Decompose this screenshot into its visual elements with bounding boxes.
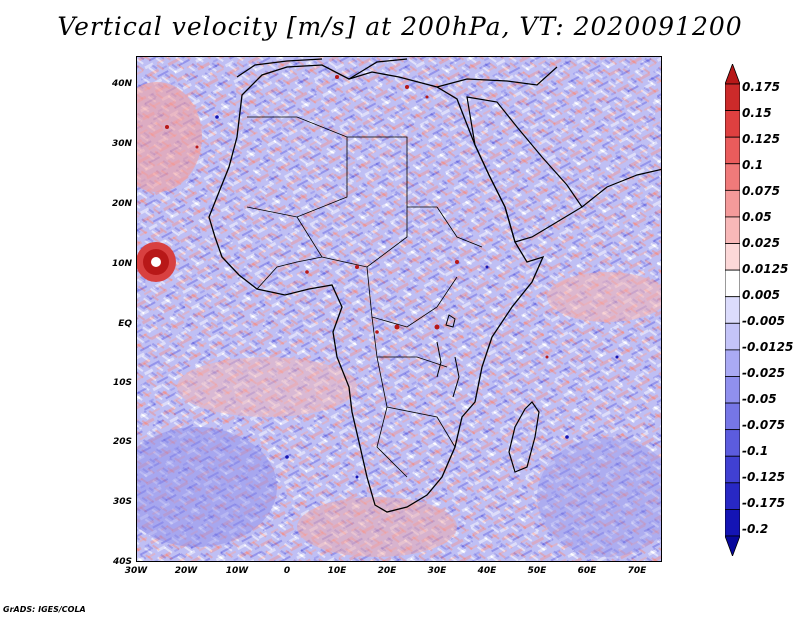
colorbar-swatch bbox=[724, 189, 741, 218]
lat-label-20n: 20N bbox=[111, 199, 132, 209]
colorbar-label-15: -0.125 bbox=[742, 470, 785, 484]
colorbar-label-3: 0.1 bbox=[742, 158, 764, 172]
colorbar-swatch bbox=[724, 163, 741, 191]
colorbar-label-9: -0.005 bbox=[742, 314, 785, 328]
colorbar-swatch bbox=[724, 322, 741, 351]
lakes bbox=[436, 314, 460, 398]
colorbar-swatch bbox=[724, 535, 741, 558]
colorbar-swatch bbox=[724, 243, 741, 271]
map-panel bbox=[136, 56, 662, 562]
colorbar-label-4: 0.075 bbox=[742, 184, 780, 198]
positive-region-south-atlantic bbox=[177, 357, 357, 417]
lon-label-20e: 20E bbox=[377, 566, 397, 576]
positive-region-atlantic-nw bbox=[137, 82, 202, 192]
colorbar-swatch bbox=[724, 83, 741, 111]
lon-label-20w: 20W bbox=[174, 566, 198, 576]
lon-label-30e: 30E bbox=[427, 566, 447, 576]
colorbar-label-0: 0.175 bbox=[742, 80, 780, 94]
lon-label-40e: 40E bbox=[477, 566, 497, 576]
colorbar-label-12: -0.05 bbox=[742, 392, 777, 406]
colorbar-swatch bbox=[724, 136, 741, 165]
colorbar-swatch bbox=[724, 216, 741, 244]
lat-label-40n: 40N bbox=[111, 79, 132, 89]
colorbar-label-17: -0.2 bbox=[742, 522, 769, 536]
negative-region-sw bbox=[137, 427, 277, 547]
africa-coastline bbox=[208, 64, 545, 513]
lat-label-10n: 10N bbox=[111, 259, 132, 269]
colorbar-swatch bbox=[724, 110, 741, 138]
strong-updraft-speckles bbox=[165, 75, 549, 359]
colorbar-swatch bbox=[724, 509, 741, 537]
lon-label-10e: 10E bbox=[327, 566, 347, 576]
colorbar-swatch bbox=[724, 269, 741, 298]
cyclone-updraft-core bbox=[151, 257, 161, 267]
map-title: Vertical velocity [m/s] at 200hPa, VT: 2… bbox=[57, 12, 743, 41]
colorbar-swatch bbox=[724, 376, 741, 404]
madagascar-outline bbox=[508, 401, 540, 473]
lon-label-10w: 10W bbox=[225, 566, 249, 576]
lat-label-30s: 30S bbox=[112, 497, 132, 507]
strong-downdraft-speckles bbox=[215, 115, 619, 479]
velocity-field bbox=[137, 57, 661, 561]
lat-label-30n: 30N bbox=[111, 139, 132, 149]
colorbar-swatch bbox=[724, 482, 741, 510]
lon-label-60e: 60E bbox=[577, 566, 597, 576]
lat-label-40s: 40S bbox=[112, 557, 132, 567]
colorbar-label-1: 0.15 bbox=[742, 106, 772, 120]
arabia-coastline bbox=[466, 96, 583, 243]
colorbar-label-14: -0.1 bbox=[742, 444, 769, 458]
lon-label-50e: 50E bbox=[527, 566, 547, 576]
country-borders bbox=[246, 116, 483, 478]
colorbar-swatch bbox=[724, 402, 741, 431]
colorbar-swatch bbox=[724, 349, 741, 377]
lat-label-10s: 10S bbox=[112, 378, 132, 388]
lon-label-30w: 30W bbox=[124, 566, 148, 576]
lon-label-0: 0 bbox=[283, 566, 291, 576]
colorbar-swatch bbox=[724, 296, 741, 324]
colorbar-swatch bbox=[724, 455, 741, 484]
lat-label-20s: 20S bbox=[112, 437, 132, 447]
colorbar-label-5: 0.05 bbox=[742, 210, 772, 224]
colorbar-label-7: 0.0125 bbox=[742, 262, 789, 276]
colorbar-label-8: 0.005 bbox=[742, 288, 780, 302]
colorbar-label-6: 0.025 bbox=[742, 236, 780, 250]
positive-region-indian-ocean bbox=[547, 272, 661, 322]
lat-label-eq: EQ bbox=[118, 319, 132, 329]
colorbar-swatches bbox=[724, 62, 741, 558]
colorbar-label-16: -0.175 bbox=[742, 496, 785, 510]
negative-region-se bbox=[537, 437, 661, 557]
lon-label-70e: 70E bbox=[627, 566, 647, 576]
positive-region-south-coast bbox=[297, 497, 457, 557]
colorbar-label-13: -0.075 bbox=[742, 418, 785, 432]
colorbar-swatch bbox=[724, 62, 741, 85]
colorbar-label-10: -0.0125 bbox=[742, 340, 794, 354]
colorbar-label-2: 0.125 bbox=[742, 132, 780, 146]
footer-credit: GrADS: IGES/COLA bbox=[3, 605, 86, 614]
europe-coastline bbox=[236, 58, 661, 208]
colorbar bbox=[724, 62, 741, 558]
colorbar-label-11: -0.025 bbox=[742, 366, 785, 380]
colorbar-swatch bbox=[724, 429, 741, 457]
